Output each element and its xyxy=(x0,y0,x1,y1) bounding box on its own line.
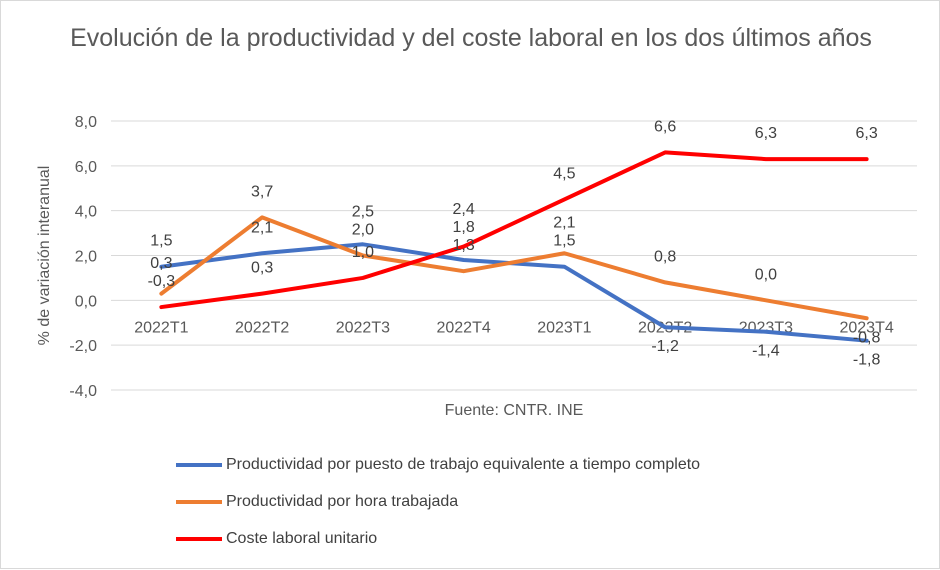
data-label: 2,4 xyxy=(453,201,475,218)
data-label: 1,5 xyxy=(150,233,172,250)
data-label: 4,5 xyxy=(553,165,575,182)
y-tick-label: 6,0 xyxy=(75,159,97,176)
legend-swatch xyxy=(176,537,222,541)
data-label: 2,1 xyxy=(553,215,575,232)
data-label: 0,8 xyxy=(654,248,676,265)
data-label: -1,4 xyxy=(752,343,780,360)
x-tick-label: 2022T1 xyxy=(134,319,188,336)
data-label: 0,3 xyxy=(150,255,172,272)
x-tick-label: 2022T4 xyxy=(436,319,490,336)
data-label: 6,6 xyxy=(654,118,676,135)
data-label: -0,3 xyxy=(148,273,176,290)
data-label: 1,5 xyxy=(553,233,575,250)
data-label: 1,8 xyxy=(453,219,475,236)
data-label: 6,3 xyxy=(755,125,777,142)
data-label: 0,3 xyxy=(251,260,273,277)
y-tick-label: -2,0 xyxy=(69,338,97,355)
x-tick-label: 2022T3 xyxy=(336,319,390,336)
data-label: 1,0 xyxy=(352,244,374,261)
legend-label: Productividad por hora trabajada xyxy=(226,493,458,511)
legend-swatch xyxy=(176,500,222,504)
y-tick-label: 8,0 xyxy=(75,114,97,131)
y-tick-label: -4,0 xyxy=(69,383,97,400)
legend-label: Productividad por puesto de trabajo equi… xyxy=(226,456,700,474)
data-label: 0,0 xyxy=(755,266,777,283)
data-label: -1,2 xyxy=(651,338,679,355)
data-label: -0,8 xyxy=(853,329,881,346)
y-tick-label: 2,0 xyxy=(75,249,97,266)
legend-label: Coste laboral unitario xyxy=(226,530,377,548)
x-axis-title: Fuente: CNTR. INE xyxy=(445,402,584,419)
data-label: 3,7 xyxy=(251,183,273,200)
y-axis-title: % de variación interanual xyxy=(36,166,53,346)
data-label: -1,8 xyxy=(853,352,881,369)
legend-item-0: Productividad por puesto de trabajo equi… xyxy=(176,456,700,474)
data-label: 6,3 xyxy=(856,125,878,142)
legend-swatch xyxy=(176,463,222,467)
data-label: 2,0 xyxy=(352,222,374,239)
y-tick-label: 4,0 xyxy=(75,204,97,221)
x-tick-label: 2022T2 xyxy=(235,319,289,336)
y-tick-label: 0,0 xyxy=(75,293,97,310)
data-label: 1,3 xyxy=(453,237,475,254)
legend-item-1: Productividad por hora trabajada xyxy=(176,493,458,511)
legend-item-2: Coste laboral unitario xyxy=(176,530,377,548)
x-tick-label: 2023T1 xyxy=(537,319,591,336)
data-label: 2,1 xyxy=(251,219,273,236)
data-label: 2,5 xyxy=(352,204,374,221)
